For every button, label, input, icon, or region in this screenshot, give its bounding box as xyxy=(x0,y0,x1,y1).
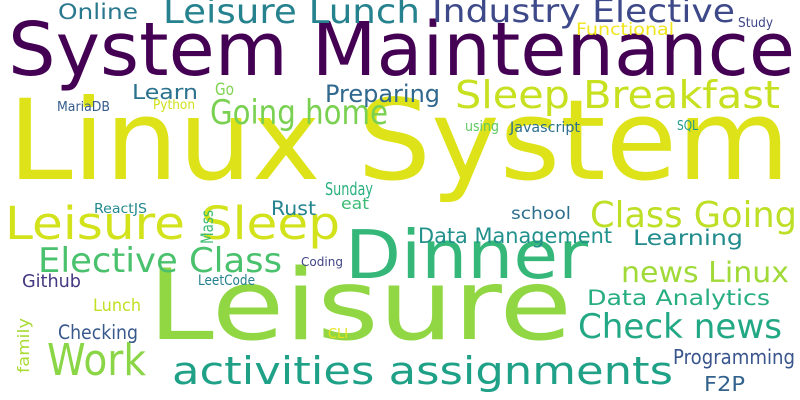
word-data-analytics: Data Analytics xyxy=(587,285,770,311)
word-rust: Rust xyxy=(271,196,316,220)
word-go: Go xyxy=(215,79,234,100)
word-sleep-breakfast: Sleep Breakfast xyxy=(455,73,780,119)
word-leisure-sleep: Leisure Sleep xyxy=(5,197,340,251)
word-f2p: F2P xyxy=(704,372,745,397)
word-system-maintenance: System Maintenance xyxy=(8,5,795,93)
word-learn: Learn xyxy=(132,80,198,105)
word-school: school xyxy=(511,203,571,224)
word-leetcode: LeetCode xyxy=(198,272,255,289)
word-sunday: Sunday xyxy=(325,178,373,200)
word-python: Python xyxy=(153,97,195,113)
word-news-linux: news Linux xyxy=(621,255,789,290)
word-javascript: Javascript xyxy=(510,119,580,136)
word-industry-elective: Industry Elective xyxy=(432,0,735,31)
word-study: Study xyxy=(738,15,773,31)
word-lunch: Lunch xyxy=(93,295,141,316)
word-cli: CLI xyxy=(328,326,348,342)
word-checking: Checking xyxy=(58,320,138,344)
word-activities-assignments: activities assignments xyxy=(172,349,673,395)
word-github: Github xyxy=(22,270,81,292)
word-functional: Functional xyxy=(576,19,674,40)
word-leisure-large: Leisure xyxy=(148,249,572,364)
word-coding: Coding xyxy=(301,255,343,270)
word-preparing: Preparing xyxy=(325,80,440,109)
word-sql: SQL xyxy=(677,118,698,134)
word-check-news: Check news xyxy=(578,307,782,347)
word-eat: eat xyxy=(341,195,369,214)
word-online: Online xyxy=(58,0,138,25)
word-programming: Programming xyxy=(673,345,795,370)
word-using: using xyxy=(465,118,499,135)
word-work: Work xyxy=(47,335,146,386)
word-elective-class: Elective Class xyxy=(38,241,282,281)
word-linux-system: Linux System xyxy=(8,75,791,206)
word-mariadb: MariaDB xyxy=(57,99,110,115)
word-data-management: Data Management xyxy=(418,223,612,249)
word-leisure-lunch: Leisure Lunch xyxy=(163,0,420,32)
word-class-going: Class Going xyxy=(590,194,797,236)
word-dinner: Dinner xyxy=(345,216,588,295)
word-family: family xyxy=(15,318,33,373)
word-reactjs: ReactJS xyxy=(94,201,147,217)
word-learning: Learning xyxy=(633,225,743,251)
word-mass: Mass xyxy=(197,210,217,244)
word-going-home: Going home xyxy=(210,93,388,133)
